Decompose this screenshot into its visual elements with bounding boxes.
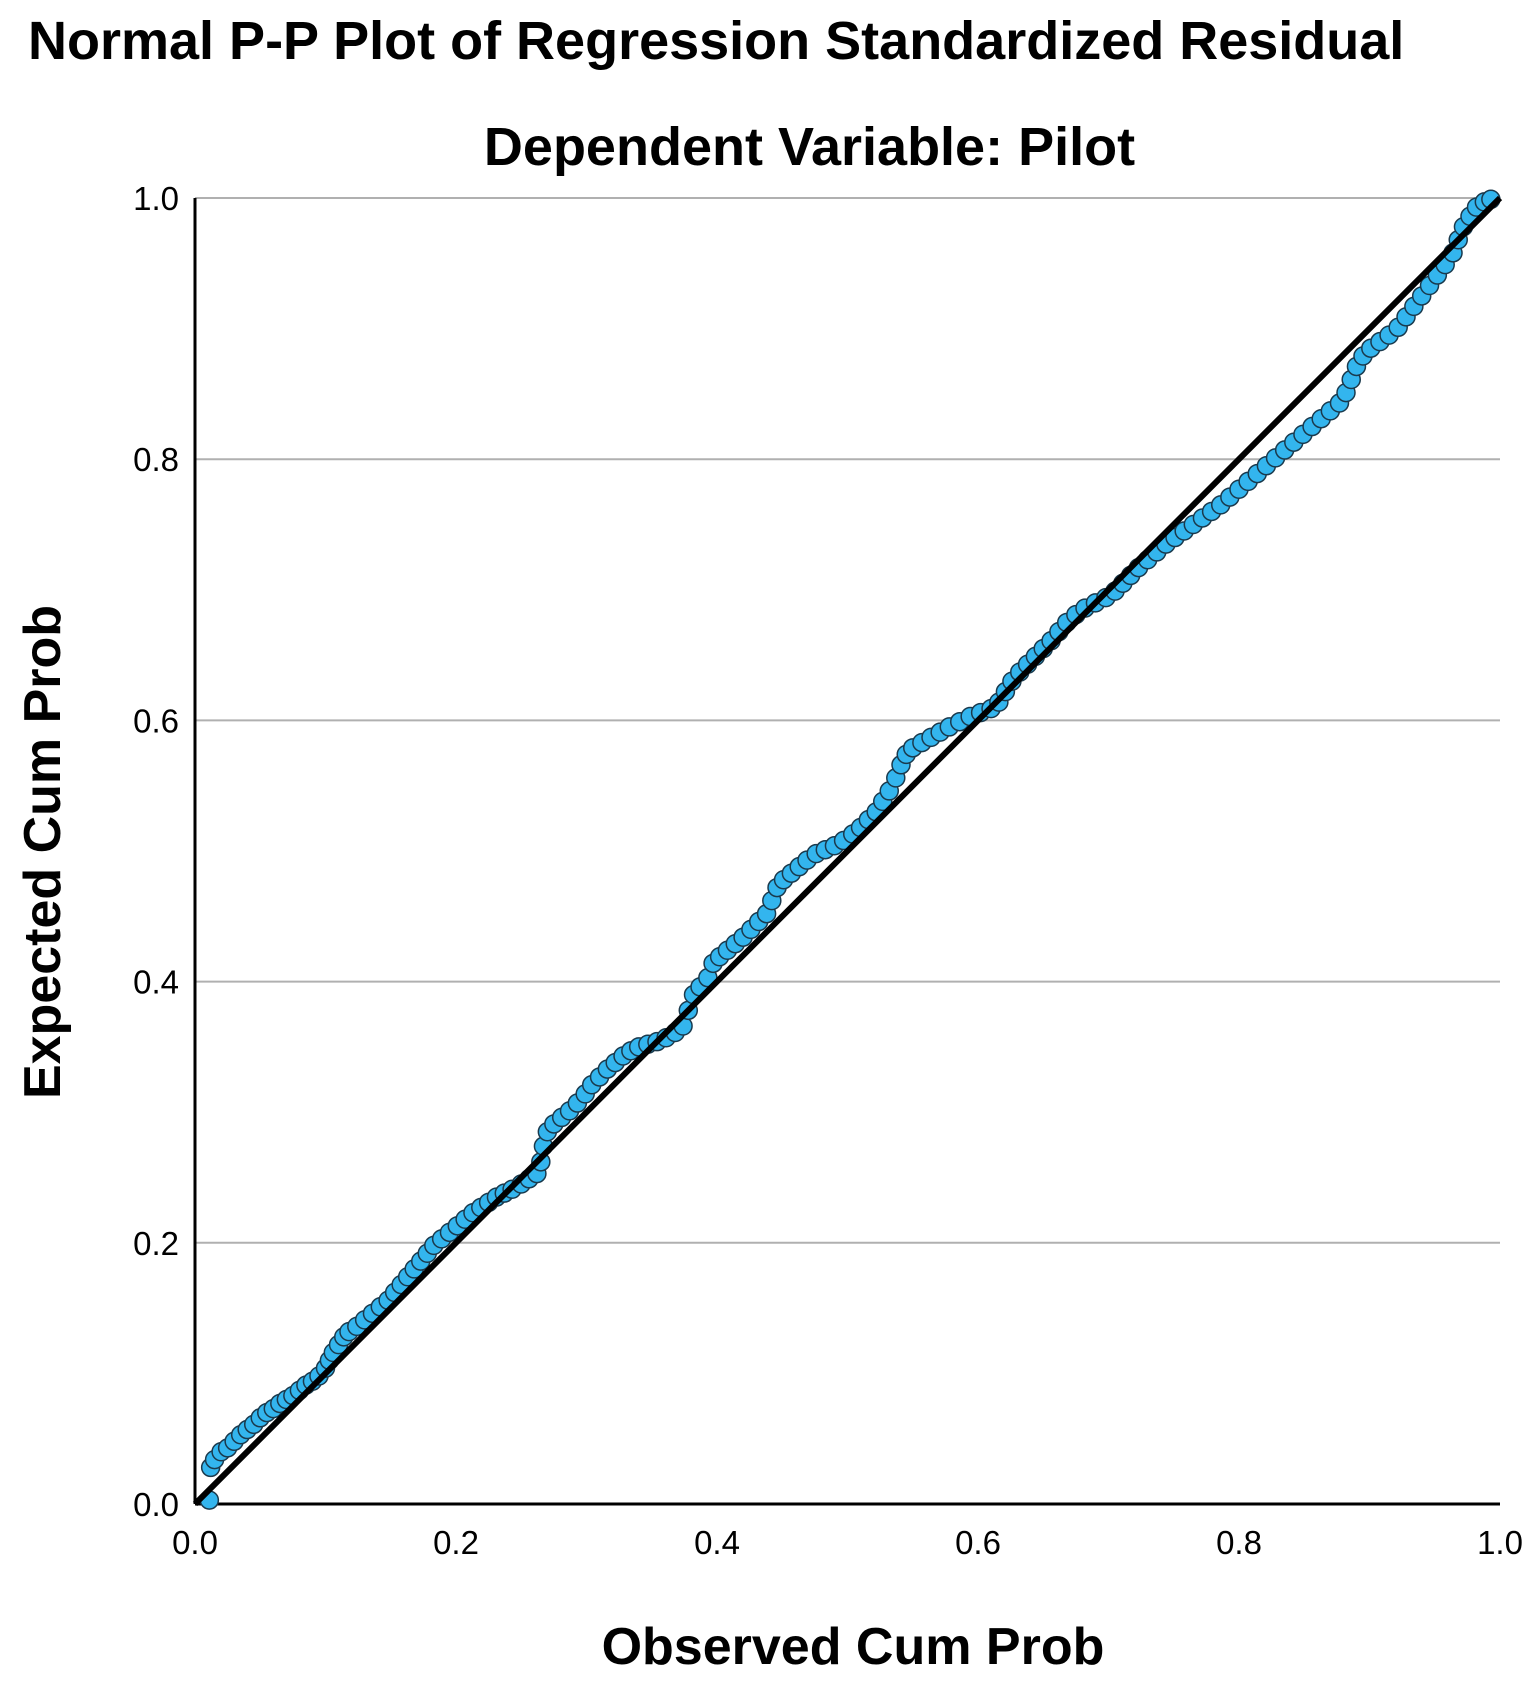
- x-tick-label-5: 1.0: [1477, 1524, 1523, 1561]
- x-tick-label-1: 0.2: [433, 1524, 479, 1561]
- y-tick-label-0: 0.0: [133, 1486, 179, 1523]
- tick-labels: 0.0 0.2 0.4 0.6 0.8 1.0 0.0 0.2 0.4 0.6 0.8 1.0: [133, 180, 1523, 1561]
- y-tick-label-3: 0.6: [133, 702, 179, 739]
- x-tick-label-2: 0.4: [694, 1524, 740, 1561]
- axes: [193, 198, 1500, 1506]
- x-tick-label-0: 0.0: [172, 1524, 218, 1561]
- gridlines: [195, 197, 1500, 1244]
- y-tick-label-5: 1.0: [133, 180, 179, 217]
- x-tick-label-3: 0.6: [955, 1524, 1001, 1561]
- data-points: [199, 189, 1501, 1510]
- y-axis-title: Expected Cum Prob: [14, 605, 72, 1099]
- x-tick-label-4: 0.8: [1216, 1524, 1262, 1561]
- reference-line: [192, 195, 1503, 1507]
- chart-subtitle: Dependent Variable: Pilot: [483, 117, 1136, 177]
- chart-title: Normal P-P Plot of Regression Standardiz…: [28, 11, 1405, 71]
- y-tick-label-2: 0.4: [133, 964, 179, 1001]
- x-axis-title: Observed Cum Prob: [602, 1618, 1105, 1676]
- y-tick-label-4: 0.8: [133, 441, 179, 478]
- y-tick-label-1: 0.2: [133, 1225, 179, 1262]
- reference-line-group: [192, 195, 1503, 1507]
